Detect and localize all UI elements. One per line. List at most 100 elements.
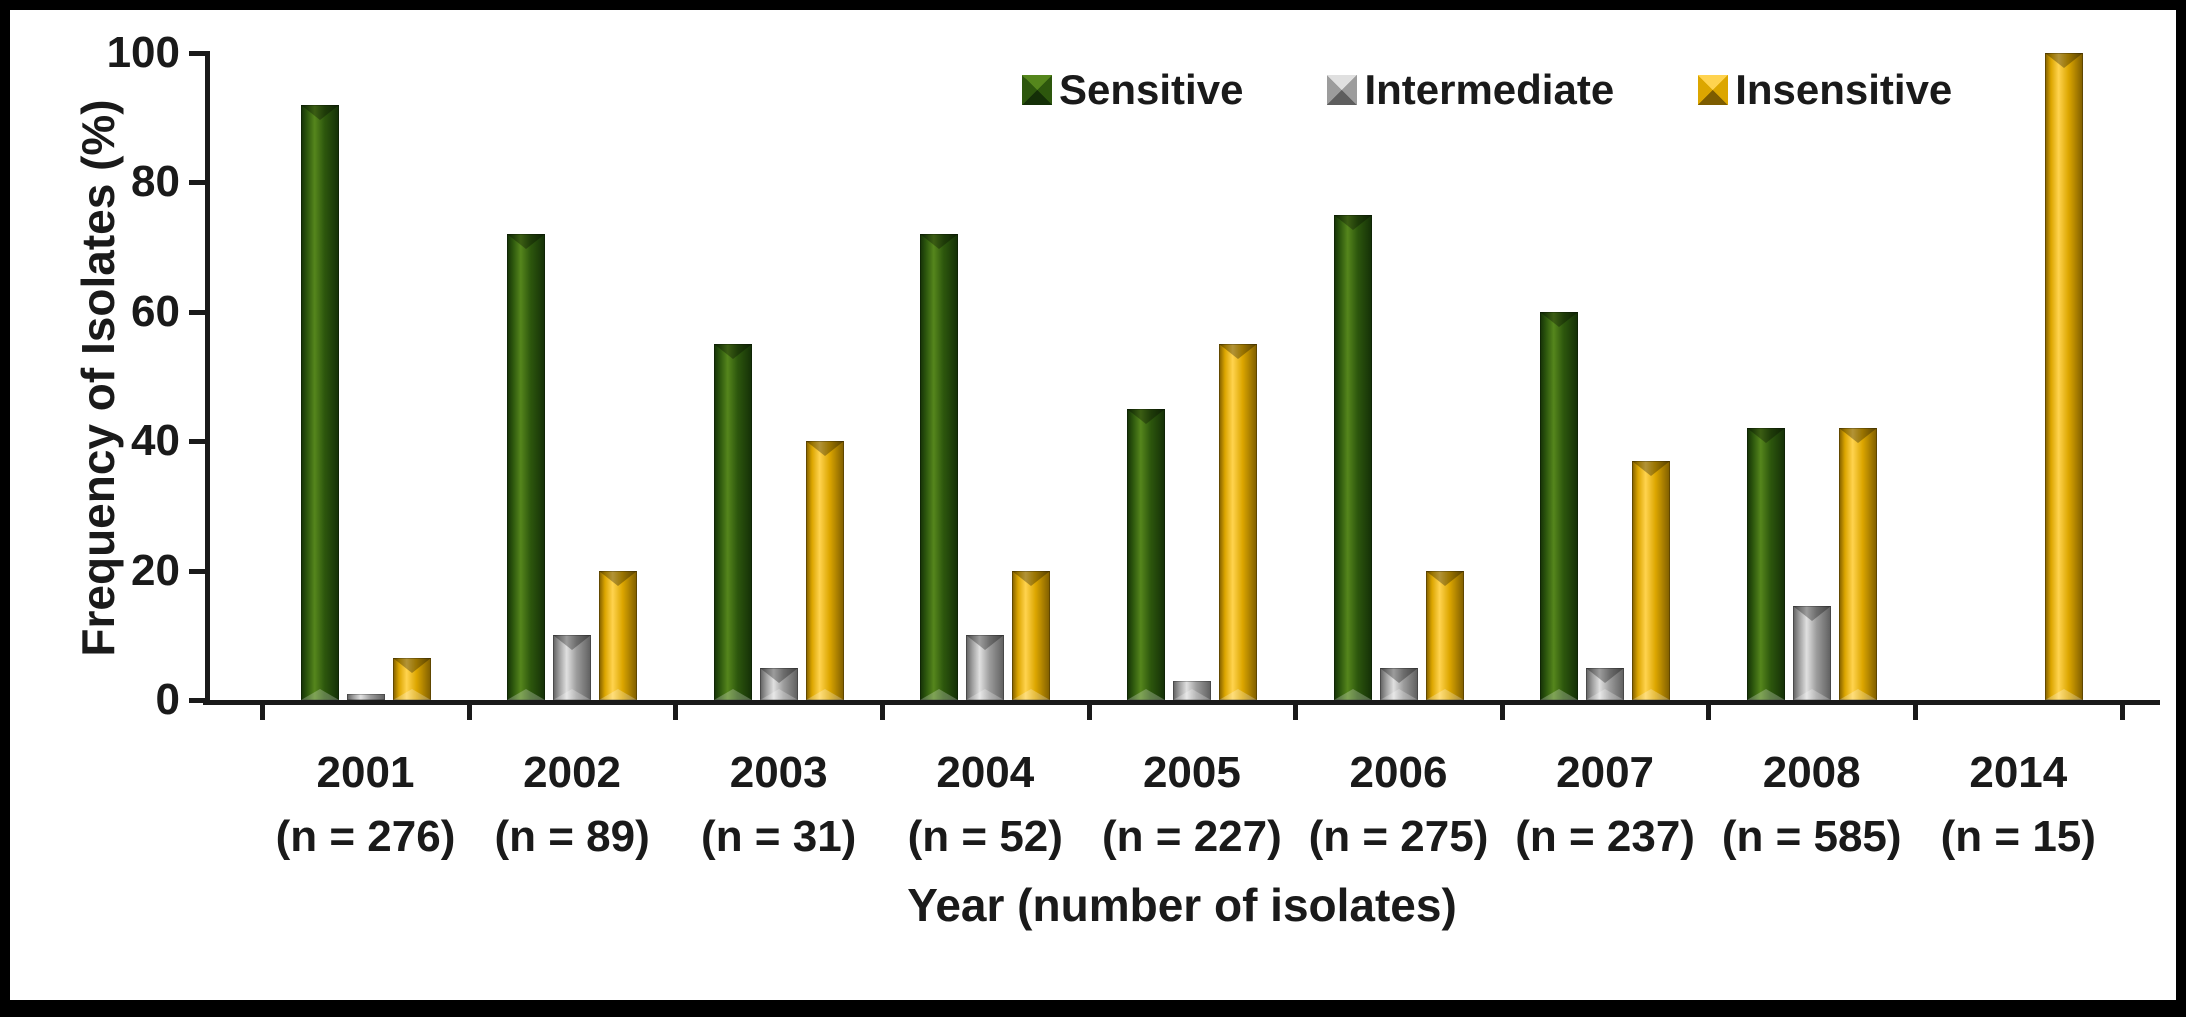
x-category-n: (n = 585) xyxy=(1721,812,1902,861)
bar-top-bevel xyxy=(759,667,798,683)
y-axis-tick xyxy=(189,698,206,703)
bar-sensitive-2008 xyxy=(1746,428,1785,700)
bar-top-bevel xyxy=(1218,344,1257,360)
bar-insensitive-2005 xyxy=(1218,344,1257,700)
bar-top-bevel xyxy=(1746,428,1785,444)
x-category-n: (n = 89) xyxy=(494,812,650,861)
bar-bottom-bevel xyxy=(300,688,339,700)
bar-top-bevel xyxy=(1838,428,1877,444)
bar-top-bevel xyxy=(507,234,546,250)
x-axis-tick xyxy=(1086,703,1092,720)
bar-bottom-bevel xyxy=(507,688,546,700)
bar-top-bevel xyxy=(1012,570,1051,586)
bar-sensitive-2003 xyxy=(713,344,752,700)
bar-bottom-bevel xyxy=(1126,688,1165,700)
x-axis-tick xyxy=(260,703,266,720)
y-tick-label: 40 xyxy=(131,416,180,466)
x-category-n: (n = 237) xyxy=(1515,812,1695,861)
bar-insensitive-2014 xyxy=(2045,53,2084,700)
x-category-year: 2005 xyxy=(1142,748,1241,797)
bar-bottom-bevel xyxy=(1838,688,1877,700)
bar-insensitive-2003 xyxy=(805,441,844,700)
bar-bottom-bevel xyxy=(1172,688,1211,700)
bar-top-bevel xyxy=(966,635,1005,651)
bar-insensitive-2007 xyxy=(1632,460,1671,700)
x-axis-tick xyxy=(673,703,679,720)
y-axis-tick xyxy=(189,568,206,574)
legend-label-intermediate: Intermediate xyxy=(1364,66,1615,113)
x-category-year: 2008 xyxy=(1762,748,1861,797)
chart-canvas: Sensitive Intermediate Insensitive Frequ… xyxy=(10,10,2176,1000)
x-axis-tick xyxy=(1706,703,1712,720)
bar-top-bevel xyxy=(1126,408,1165,424)
x-axis-line xyxy=(203,700,2160,705)
bar-top-bevel xyxy=(300,104,339,120)
x-axis-tick xyxy=(1293,703,1299,720)
legend-entry-intermediate: Intermediate xyxy=(1327,66,1614,114)
x-category-year: 2004 xyxy=(936,748,1035,797)
bar-top-bevel xyxy=(920,234,959,250)
bar-top-bevel xyxy=(1425,570,1464,586)
legend-swatch-insensitive-icon xyxy=(1698,75,1729,105)
y-tick-label: 20 xyxy=(131,545,180,595)
y-tick-label: 0 xyxy=(155,675,180,724)
y-axis-tick xyxy=(189,51,206,56)
bar-bottom-bevel xyxy=(805,688,844,700)
bar-insensitive-2008 xyxy=(1838,428,1877,700)
x-category-n: (n = 227) xyxy=(1102,812,1282,861)
bar-sensitive-2007 xyxy=(1540,311,1579,700)
y-tick-label: 100 xyxy=(106,28,180,77)
bar-bottom-bevel xyxy=(759,688,798,700)
bar-intermediate-2002 xyxy=(553,635,592,700)
x-category-year: 2006 xyxy=(1349,748,1448,797)
bar-bottom-bevel xyxy=(966,688,1005,700)
bar-top-bevel xyxy=(1333,214,1372,230)
x-category-year: 2003 xyxy=(729,748,828,797)
x-category-n: (n = 275) xyxy=(1308,812,1489,861)
bar-bottom-bevel xyxy=(1586,688,1625,700)
x-category-year: 2002 xyxy=(523,748,622,797)
legend-label-insensitive: Insensitive xyxy=(1735,66,1953,113)
bar-bottom-bevel xyxy=(599,688,638,700)
bar-bottom-bevel xyxy=(1333,689,1372,700)
bar-bottom-bevel xyxy=(1379,688,1418,700)
bar-top-bevel xyxy=(1792,606,1831,622)
bar-top-bevel xyxy=(2045,53,2084,68)
bar-intermediate-2008 xyxy=(1792,606,1831,700)
bar-bottom-bevel xyxy=(1425,688,1464,700)
legend-entry-sensitive: Sensitive xyxy=(1022,66,1243,114)
legend-label-sensitive: Sensitive xyxy=(1059,66,1244,113)
x-category-year: 2001 xyxy=(316,748,415,797)
x-category-n: (n = 31) xyxy=(701,812,857,861)
y-tick-label: 80 xyxy=(131,157,180,207)
bar-intermediate-2006 xyxy=(1379,667,1418,700)
bar-bottom-bevel xyxy=(1792,688,1831,700)
bar-bottom-bevel xyxy=(392,688,431,700)
bar-bottom-bevel xyxy=(553,688,592,700)
bar-bottom-bevel xyxy=(1540,688,1579,700)
x-axis-tick xyxy=(466,703,472,720)
x-axis-tick xyxy=(1913,703,1918,720)
bar-intermediate-2001 xyxy=(346,693,385,700)
bar-sensitive-2002 xyxy=(507,234,546,700)
bar-insensitive-2006 xyxy=(1425,570,1464,700)
x-axis-tick xyxy=(1499,703,1505,720)
bar-bottom-bevel xyxy=(1218,688,1257,700)
legend-swatch-intermediate-icon xyxy=(1327,75,1358,105)
legend-entry-insensitive: Insensitive xyxy=(1698,66,1952,114)
y-axis-tick xyxy=(189,309,206,315)
x-axis-title: Year (number of isolates) xyxy=(907,879,1457,931)
bar-sensitive-2001 xyxy=(300,104,339,700)
bar-sensitive-2004 xyxy=(920,234,959,700)
bar-top-bevel xyxy=(1586,667,1625,683)
bar-intermediate-2003 xyxy=(759,667,798,700)
bar-top-bevel xyxy=(713,344,752,360)
bar-bottom-bevel xyxy=(713,688,752,700)
y-axis-tick xyxy=(189,180,206,186)
legend-swatch-sensitive-icon xyxy=(1022,75,1052,105)
bar-insensitive-2002 xyxy=(599,570,638,700)
bar-top-bevel xyxy=(553,635,592,651)
bar-top-bevel xyxy=(599,570,638,586)
legend: Sensitive Intermediate Insensitive xyxy=(1022,66,1952,114)
bar-bottom-bevel xyxy=(1746,688,1785,700)
